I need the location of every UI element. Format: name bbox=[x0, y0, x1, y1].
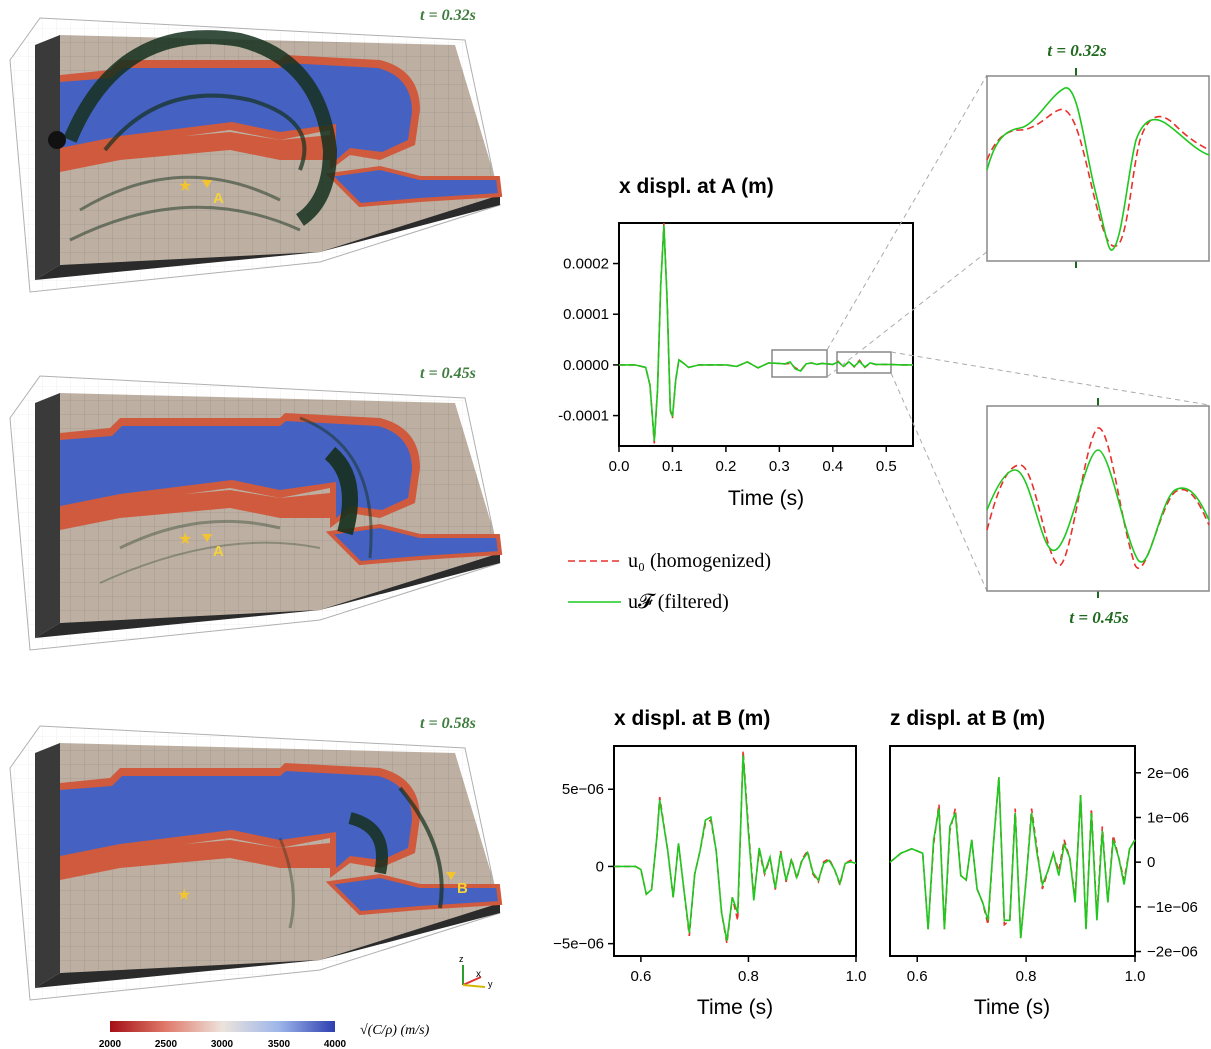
chart-z-displ-B: z displ. at B (m) 0.6 0.8 1.0 2e−06 1e−06 0 −1… bbox=[889, 707, 1198, 1019]
x-tick-label: 0.6 bbox=[630, 968, 651, 985]
fault-block bbox=[325, 165, 503, 208]
snapshot-time-label: t = 0.45s bbox=[420, 365, 476, 382]
wavefronts bbox=[99, 416, 373, 584]
wavefronts bbox=[278, 786, 444, 929]
x-tick-label: 0.8 bbox=[738, 968, 759, 985]
colorbar: 2000 2500 3000 3500 4000 √(C/ρ) (m/s) bbox=[99, 1021, 430, 1049]
colorbar-tick: 3500 bbox=[268, 1039, 291, 1049]
side-face bbox=[35, 35, 60, 280]
zoom-time-label: t = 0.45s bbox=[1069, 608, 1129, 627]
red-layer-bottom bbox=[60, 490, 335, 530]
series-line-filtered bbox=[614, 755, 857, 941]
triad-x-label: x bbox=[476, 969, 481, 980]
x-tick-label: 1.0 bbox=[846, 968, 867, 985]
snapshot-panel-3: ★ B t = 0.58s bbox=[9, 715, 503, 1001]
colorbar-tick: 3000 bbox=[211, 1039, 234, 1049]
blue-layer bbox=[60, 63, 412, 160]
snapshot-time-label: t = 0.32s bbox=[420, 7, 476, 24]
y-tick-label: 5e−06 bbox=[562, 781, 604, 798]
y-tick-label: 0 bbox=[1147, 854, 1155, 871]
snapshot-panel-1: ★ A t = 0.32s bbox=[9, 7, 503, 293]
axes-triad: z x y bbox=[459, 954, 493, 989]
y-tick-label: −5e−06 bbox=[553, 936, 604, 953]
wavefronts bbox=[63, 30, 338, 242]
blue-layer bbox=[60, 421, 412, 518]
zoom-panel-bottom: t = 0.45s bbox=[986, 398, 1210, 627]
zoom-frame bbox=[986, 75, 1210, 262]
y-tick-label: 1e−06 bbox=[1147, 809, 1189, 826]
x-tick-label: 1.0 bbox=[1125, 968, 1146, 985]
legend-label-filtered: u𝓕 (filtered) bbox=[628, 591, 729, 613]
source-star: ★ bbox=[178, 531, 192, 548]
zoom-line-homogenized bbox=[986, 108, 1210, 247]
side-face bbox=[35, 743, 60, 988]
snapshot-panel-2: ★ A t = 0.45s bbox=[9, 365, 503, 651]
red-layer-bottom bbox=[60, 840, 335, 880]
receiver-marker bbox=[202, 534, 212, 542]
side-face bbox=[35, 393, 60, 638]
chart-title: x displ. at B (m) bbox=[614, 707, 770, 730]
x-axis-label: Time (s) bbox=[728, 487, 804, 510]
fault-block bbox=[325, 873, 503, 916]
chart-x-displ-A: x displ. at A (m) 0.0 0.1 0.2 0.3 0.4 0.5 0.00… bbox=[558, 175, 914, 510]
series-line-filtered bbox=[619, 225, 913, 441]
triad-z-label: z bbox=[459, 954, 464, 964]
y-tick-label: −2e−06 bbox=[1147, 944, 1198, 961]
x-tick-label: 0.4 bbox=[822, 458, 843, 475]
blue-layer bbox=[60, 771, 412, 868]
plot-frame bbox=[618, 222, 914, 447]
y-tick-label: 0.0000 bbox=[563, 357, 609, 374]
chart-title: z displ. at B (m) bbox=[890, 707, 1045, 730]
zoom-line-homogenized bbox=[986, 427, 1210, 569]
zoom-panel-top: t = 0.32s bbox=[986, 41, 1210, 268]
y-tick-label: -0.0001 bbox=[558, 408, 609, 425]
snapshot-time-label: t = 0.58s bbox=[420, 715, 476, 732]
triad-y-label: y bbox=[488, 979, 493, 989]
x-tick-label: 0.2 bbox=[715, 458, 736, 475]
x-tick-label: 0.0 bbox=[609, 458, 630, 475]
receiver-label: A bbox=[213, 190, 224, 207]
source-star: ★ bbox=[178, 178, 192, 195]
y-tick-label: 0 bbox=[596, 858, 604, 875]
series-line-homogenized bbox=[614, 750, 857, 944]
chart-title: x displ. at A (m) bbox=[619, 175, 774, 198]
series-line-filtered bbox=[889, 777, 1136, 939]
x-tick-label: 0.1 bbox=[662, 458, 683, 475]
receiver-marker bbox=[446, 872, 456, 880]
red-layer-bottom bbox=[60, 132, 335, 172]
x-tick-label: 0.3 bbox=[769, 458, 790, 475]
colorbar-label: √(C/ρ) (m/s) bbox=[360, 1023, 430, 1038]
zoom-line-filtered bbox=[986, 449, 1210, 563]
plot-frame bbox=[889, 745, 1136, 957]
zoom-box-2 bbox=[836, 351, 892, 374]
receiver-marker bbox=[202, 180, 212, 188]
zoom-line-filtered bbox=[986, 87, 1210, 251]
x-tick-label: 0.5 bbox=[876, 458, 897, 475]
x-axis-label: Time (s) bbox=[697, 996, 773, 1019]
receiver-label: B bbox=[457, 880, 468, 897]
y-tick-label: 0.0001 bbox=[563, 306, 609, 323]
y-tick-label: 2e−06 bbox=[1147, 765, 1189, 782]
colorbar-tick: 2500 bbox=[155, 1039, 178, 1049]
x-axis-label: Time (s) bbox=[974, 996, 1050, 1019]
plot-frame bbox=[613, 745, 857, 957]
source-star: ★ bbox=[177, 887, 191, 904]
legend-label-homogenized: u₀ (homogenized) bbox=[628, 550, 771, 572]
colorbar-gradient bbox=[110, 1021, 335, 1032]
zoom-connectors bbox=[826, 74, 1210, 592]
y-tick-label: 0.0002 bbox=[563, 256, 609, 273]
receiver-label: A bbox=[213, 543, 224, 560]
zoom-frame bbox=[986, 405, 1210, 592]
legend: u₀ (homogenized) u𝓕 (filtered) bbox=[568, 550, 771, 613]
zoom-time-label: t = 0.32s bbox=[1047, 41, 1107, 60]
colorbar-tick: 2000 bbox=[99, 1039, 122, 1049]
x-tick-label: 0.8 bbox=[1016, 968, 1037, 985]
x-tick-label: 0.6 bbox=[907, 968, 928, 985]
y-tick-label: −1e−06 bbox=[1147, 899, 1198, 916]
chart-x-displ-B: x displ. at B (m) 0.6 0.8 1.05e−060−5e−06 … bbox=[553, 707, 866, 1019]
colorbar-tick: 4000 bbox=[324, 1039, 347, 1049]
series-line-homogenized bbox=[619, 222, 913, 444]
